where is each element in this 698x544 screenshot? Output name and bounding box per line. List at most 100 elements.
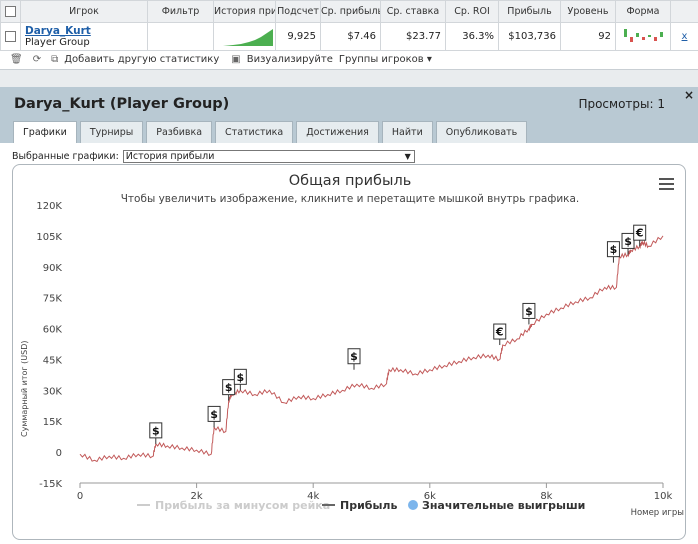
- win-flag-label: $: [236, 371, 244, 384]
- column-header-avg-stake[interactable]: Ср. ставка: [380, 0, 446, 23]
- tab-find[interactable]: Найти: [381, 121, 433, 143]
- significant-wins-markers: $$$$$€$$$€: [149, 224, 647, 444]
- win-flag-label: $: [525, 305, 533, 318]
- tab-tournaments[interactable]: Турниры: [79, 121, 144, 143]
- y-axis-label: Суммарный итог (USD): [20, 341, 29, 438]
- remove-row-link[interactable]: x: [681, 31, 688, 42]
- panel-header: Darya_Kurt (Player Group) Просмотры: 1 ×…: [0, 87, 698, 143]
- win-flag-box: [207, 405, 221, 422]
- column-header-level[interactable]: Уровень: [560, 0, 616, 23]
- profit-cell: $103,736: [498, 22, 561, 51]
- close-icon[interactable]: ×: [683, 88, 694, 102]
- chart-subtitle: Чтобы увеличить изображение, кликните и …: [121, 193, 580, 205]
- y-tick-label: 60K: [43, 325, 63, 336]
- visualize-button[interactable]: Визуализируйте: [246, 53, 333, 65]
- x-tick-label: 6k: [424, 491, 436, 502]
- win-flag-box: [493, 323, 507, 340]
- column-header-player[interactable]: Игрок: [20, 0, 148, 23]
- chart-select-row: Выбранные графики: История прибыли ▼: [12, 150, 415, 163]
- profit-series-line: [79, 235, 664, 463]
- legend-label: Значительные выигрыши: [422, 499, 585, 512]
- stats-panel: Игрок Фильтр История при Подсчет Ср. при…: [0, 0, 698, 70]
- chevron-down-icon: ▼: [404, 152, 411, 161]
- tab-achievements[interactable]: Достижения: [296, 121, 379, 143]
- form-sparkline: [624, 29, 663, 42]
- column-header-avg-profit[interactable]: Ср. прибыль: [320, 0, 381, 23]
- win-flag-label: €: [495, 326, 504, 339]
- y-tick-label: 75K: [43, 294, 63, 305]
- x-tick-label: 8k: [540, 491, 552, 502]
- legend-symbol: [408, 500, 418, 510]
- avg-stake-cell: $23.77: [380, 22, 446, 51]
- column-header-history[interactable]: История при: [213, 0, 276, 23]
- chevron-down-icon: ▾: [426, 53, 432, 65]
- player-cell: Darya_Kurt Player Group: [20, 22, 148, 51]
- chart-axes: -15K 0 15K 30K 45K 60K 75K 90K 105K 120K 0 2k 4k 6k 8k…: [36, 201, 672, 502]
- tab-breakdown[interactable]: Разбивка: [146, 121, 213, 143]
- legend-label: Прибыль: [340, 499, 397, 512]
- x-axis-label: Номер игры: [631, 508, 684, 518]
- win-flag-box: [621, 232, 635, 249]
- y-tick-label: 0: [56, 448, 62, 459]
- x-tick-label: 10k: [654, 491, 673, 502]
- checkbox[interactable]: [5, 6, 16, 17]
- player-name-link[interactable]: Darya_Kurt: [25, 24, 91, 37]
- tab-statistics[interactable]: Статистика: [215, 121, 294, 143]
- y-tick-label: 105K: [36, 232, 62, 243]
- chart-select-label: Выбранные графики:: [12, 151, 119, 162]
- history-sparkline-cell[interactable]: [213, 22, 276, 51]
- level-cell: 92: [560, 22, 616, 51]
- add-stats-button[interactable]: Добавить другую статистику: [64, 53, 220, 65]
- win-flag-box: [222, 379, 236, 396]
- history-sparkline: [223, 29, 273, 46]
- player-group-label: Player Group: [25, 36, 90, 48]
- column-header-profit[interactable]: Прибыль: [498, 0, 561, 23]
- win-flag-label: $: [210, 408, 218, 421]
- y-tick-label: 45K: [43, 355, 63, 366]
- column-header-avg-roi[interactable]: Ср. ROI: [445, 0, 499, 23]
- filter-cell: [147, 22, 214, 51]
- table-header-row: Игрок Фильтр История при Подсчет Ср. при…: [0, 0, 698, 23]
- views-counter: Просмотры: 1: [578, 97, 665, 111]
- chart-container[interactable]: Общая прибыль Чтобы увеличить изображени…: [12, 164, 686, 540]
- avg-roi-cell: 36.3%: [445, 22, 499, 51]
- chart-select-value: История прибыли: [125, 151, 215, 162]
- win-flag-box: [233, 368, 247, 385]
- win-flag-box: [522, 302, 536, 319]
- refresh-icon[interactable]: ⟳: [32, 53, 42, 65]
- legend-label: Прибыль за минусом рейка: [155, 499, 330, 512]
- win-flag-box: [347, 348, 361, 365]
- win-flag-label: $: [225, 381, 233, 394]
- y-tick-label: 30K: [43, 386, 63, 397]
- table-row: Darya_Kurt Player Group 9,925 $7.46 $23.…: [0, 22, 698, 51]
- win-flag-label: $: [350, 350, 358, 363]
- row-checkbox[interactable]: [5, 30, 16, 42]
- chart-legend: Прибыль за минусом рейка Прибыль Значитель…: [137, 499, 585, 512]
- win-flag-box: [633, 224, 647, 241]
- trash-icon[interactable]: 🗑: [10, 53, 23, 65]
- y-tick-label: -15K: [39, 479, 62, 490]
- x-tick-label: 4k: [307, 491, 319, 502]
- plot-area: [79, 235, 664, 463]
- column-header-filter[interactable]: Фильтр: [147, 0, 214, 23]
- win-flag-label: $: [152, 424, 160, 437]
- select-all-column[interactable]: [0, 0, 21, 23]
- column-header-form[interactable]: Форма: [615, 0, 671, 23]
- x-tick-label: 0: [77, 491, 83, 502]
- chart-select[interactable]: История прибыли ▼: [122, 150, 415, 163]
- column-header-count[interactable]: Подсчет: [275, 0, 321, 23]
- table-toolbar: 🗑 ⟳ ⧉ Добавить другую статистику ▣ Визуа…: [0, 49, 698, 69]
- panel-tabs: Графики Турниры Разбивка Статистика Дост…: [13, 121, 530, 143]
- player-groups-dropdown[interactable]: Группы игроков ▾: [339, 54, 432, 65]
- tab-charts[interactable]: Графики: [13, 121, 77, 143]
- row-select-cell[interactable]: [0, 22, 21, 51]
- column-header-remove: [670, 0, 698, 23]
- chart-title: Общая прибыль: [289, 173, 412, 189]
- tab-publish[interactable]: Опубликовать: [435, 121, 528, 143]
- form-sparkline-cell: [615, 22, 671, 51]
- menu-icon[interactable]: [659, 178, 674, 190]
- win-flag-label: €: [635, 227, 644, 240]
- y-tick-label: 90K: [43, 263, 63, 274]
- avg-profit-cell: $7.46: [320, 22, 381, 51]
- profit-chart[interactable]: Общая прибыль Чтобы увеличить изображени…: [13, 165, 687, 541]
